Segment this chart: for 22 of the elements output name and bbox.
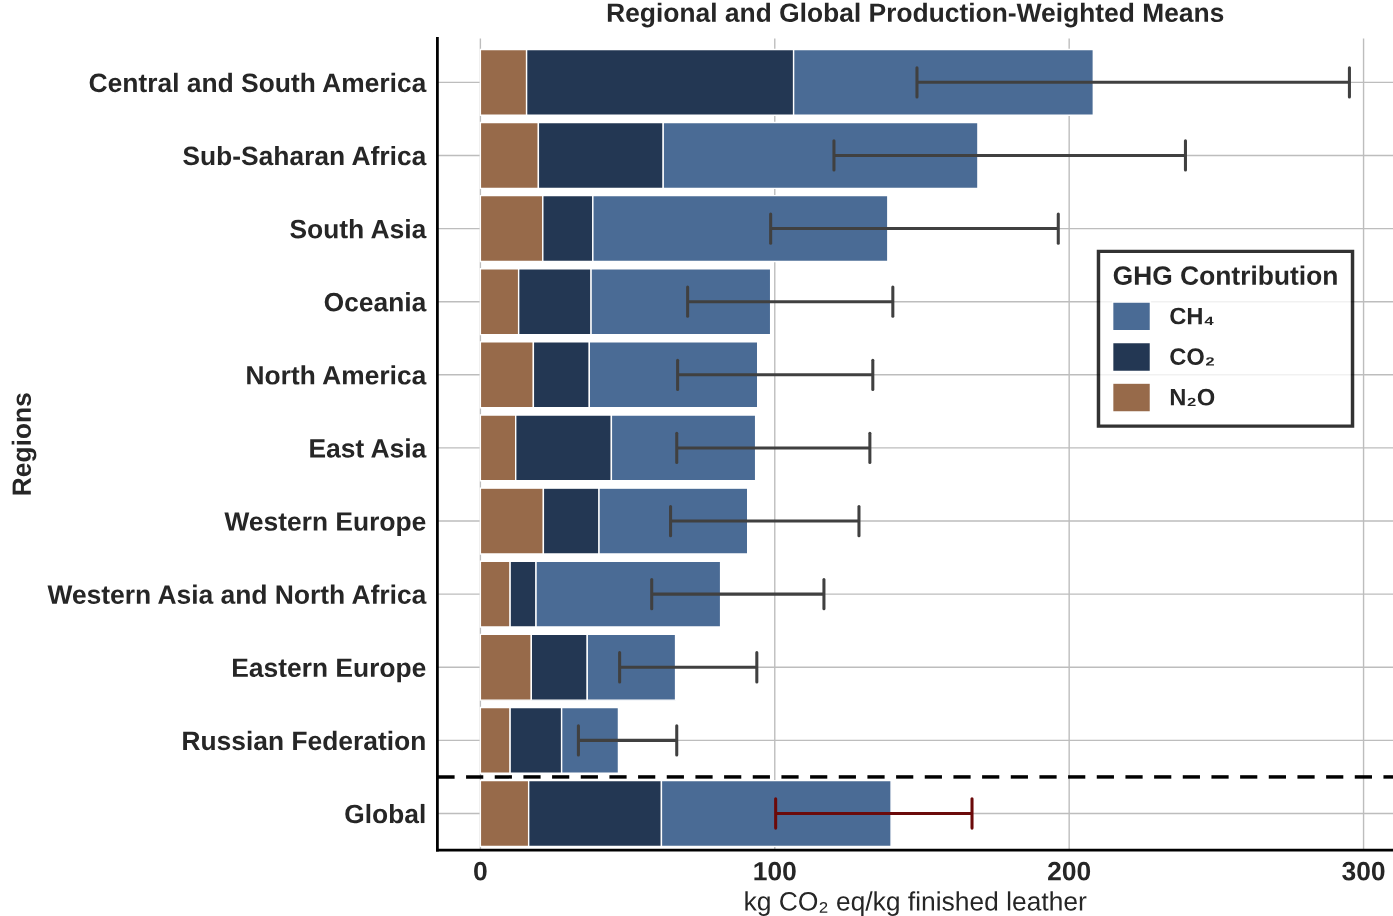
legend-label: CH₄ [1170, 307, 1214, 325]
y-tick-label: South Asia [290, 219, 427, 239]
y-tick-label: North America [247, 365, 427, 385]
x-tick-label: 100 [754, 861, 796, 881]
y-tick-label: East Asia [310, 438, 427, 458]
x-tick-label: 300 [1342, 861, 1385, 881]
legend-label: N₂O [1170, 388, 1215, 407]
y-axis-title: Regions [11, 393, 37, 495]
legend-label: CO₂ [1170, 348, 1214, 366]
y-tick-label: Western Asia and North Africa [47, 584, 427, 604]
y-tick-label: Sub-Saharan Africa [183, 145, 427, 166]
y-tick-label: Global [345, 803, 425, 824]
x-axis-title: kg CO₂ eq/kg finished leather [745, 891, 1087, 916]
legend-title: GHG Contribution [1113, 265, 1337, 285]
y-tick-label: Oceania [324, 292, 427, 312]
y-tick-label: Western Europe [224, 512, 426, 537]
y-tick-label: Eastern Europe [233, 658, 426, 683]
y-tick-label: Central and South America [89, 72, 427, 93]
chart-title: Regional and Global Production-Weighted Means [607, 2, 1224, 28]
y-tick-label: Russian Federation [183, 730, 425, 751]
x-tick-label: 0 [474, 861, 487, 881]
x-tick-label: 200 [1048, 861, 1091, 881]
